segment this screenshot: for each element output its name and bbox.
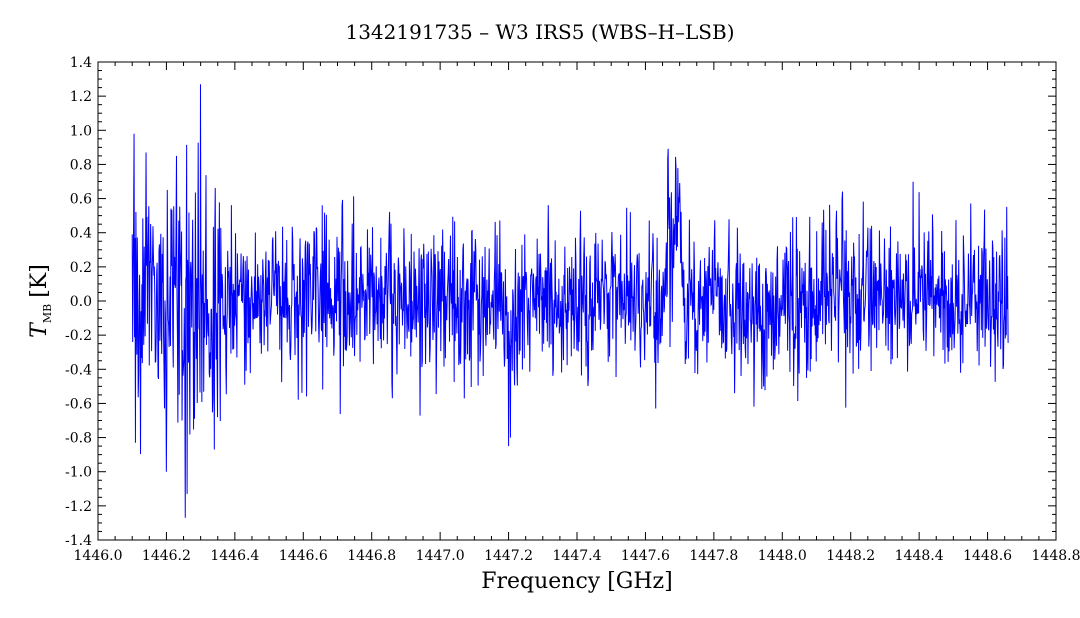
- x-tick-label: 1447.6: [621, 548, 670, 564]
- x-tick-label: 1448.4: [895, 548, 944, 564]
- x-tick-label: 1446.4: [210, 548, 259, 564]
- x-tick-label: 1446.6: [279, 548, 328, 564]
- x-tick-label: 1448.6: [963, 548, 1012, 564]
- x-tick-label: 1446.2: [142, 548, 191, 564]
- x-tick-label: 1447.4: [553, 548, 602, 564]
- y-tick-labels: -1.4 -1.2 -1.0 -0.8 -0.6 -0.4 -0.2 0.0 0.2 0.4 0.6…: [65, 55, 92, 549]
- series-line: [131, 84, 1009, 518]
- x-axis-label: Frequency [GHz]: [481, 569, 673, 594]
- x-tick-label: 1447.0: [416, 548, 465, 564]
- y-axis-unit: [K]: [27, 264, 52, 298]
- y-tick-label: 0.8: [70, 157, 92, 173]
- x-tick-label: 1448.2: [826, 548, 875, 564]
- x-tick-label: 1448.8: [1032, 548, 1080, 564]
- y-tick-label: -1.2: [65, 499, 92, 515]
- y-tick-label: -0.4: [65, 362, 92, 378]
- x-tick-label: 1446.0: [74, 548, 123, 564]
- y-tick-label: 0.2: [70, 260, 92, 276]
- y-tick-label: -1.4: [65, 533, 92, 549]
- axis-ticks: [97, 61, 1057, 541]
- y-tick-label: 0.6: [70, 192, 92, 208]
- y-tick-label: -1.0: [65, 465, 92, 481]
- plot-area: 1446.0 1446.2 1446.4 1446.6 1446.8 1447.0 1447…: [65, 55, 1080, 564]
- chart-title: 1342191735 – W3 IRS5 (WBS–H–LSB): [345, 20, 734, 44]
- x-tick-labels: 1446.0 1446.2 1446.4 1446.6 1446.8 1447.0 1447…: [74, 548, 1080, 564]
- y-tick-label: -0.2: [65, 328, 92, 344]
- y-axis-label: TMB [K]: [27, 264, 54, 338]
- y-axis-symbol: T: [27, 321, 52, 338]
- x-tick-label: 1447.8: [689, 548, 738, 564]
- y-tick-label: -0.8: [65, 431, 92, 447]
- svg-text:TMB[K]: TMB [K]: [27, 264, 54, 338]
- y-tick-label: -0.6: [65, 396, 92, 412]
- y-axis-subscript: MB: [41, 304, 54, 323]
- y-tick-label: 1.4: [70, 55, 92, 71]
- x-tick-label: 1447.2: [484, 548, 533, 564]
- y-tick-label: 1.2: [70, 89, 92, 105]
- y-tick-label: 0.4: [70, 226, 92, 242]
- y-tick-label: 1.0: [70, 123, 92, 139]
- x-tick-label: 1448.0: [758, 548, 807, 564]
- x-tick-label: 1446.8: [347, 548, 396, 564]
- y-tick-label: 0.0: [70, 294, 92, 310]
